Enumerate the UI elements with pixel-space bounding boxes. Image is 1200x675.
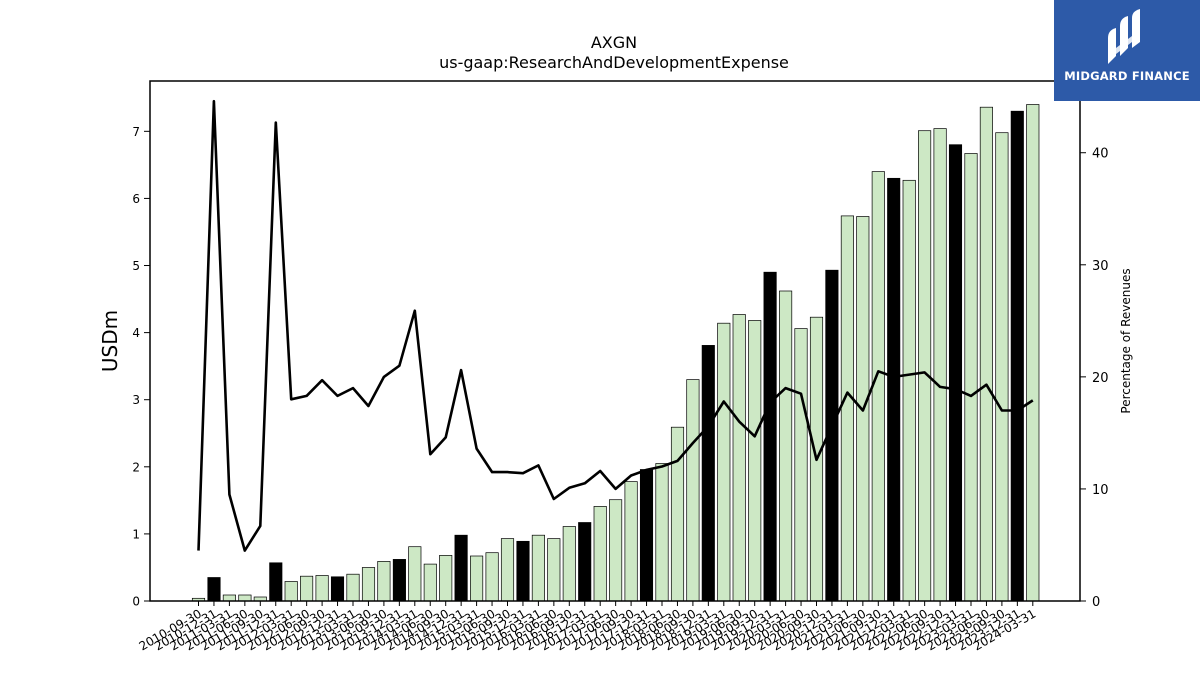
- bar-2019-09-30: [748, 320, 762, 602]
- bar-2014-12-31: [454, 534, 468, 602]
- bar-2016-12-31: [578, 522, 592, 602]
- midgard-finance-logo: MIDGARD FINANCE: [1054, 0, 1200, 101]
- bar-2021-12-31: [887, 177, 901, 602]
- bar-2017-03-31: [593, 506, 607, 602]
- bar-2016-06-30: [547, 538, 561, 602]
- chart-subtitle: us-gaap:ResearchAndDevelopmentExpense: [439, 53, 789, 72]
- y-axis-label: USDm: [98, 310, 122, 372]
- bar-2013-12-31: [392, 559, 406, 602]
- bar-2022-09-30: [933, 128, 947, 602]
- plot-frame: [149, 80, 1081, 602]
- line-group: [197, 99, 1034, 552]
- bar-2023-09-30: [995, 132, 1009, 602]
- bar-2024-03-31: [1026, 104, 1040, 602]
- bar-2013-09-30: [377, 561, 391, 602]
- bar-2023-12-31: [1010, 110, 1024, 602]
- bar-2015-09-30: [500, 538, 515, 602]
- logo-text: MIDGARD FINANCE: [1064, 69, 1190, 83]
- bar-2020-03-31: [779, 290, 793, 602]
- bar-2015-12-31: [516, 540, 530, 602]
- bar-2012-09-30: [315, 575, 329, 602]
- bar-2019-03-31: [717, 322, 731, 602]
- bar-2017-06-30: [609, 499, 623, 602]
- ratio-line: [197, 99, 1034, 552]
- left-tick-label: 3: [132, 393, 140, 407]
- left-tick-label: 1: [132, 527, 140, 541]
- bar-2019-06-30: [732, 314, 746, 602]
- midgard-logo-icon: [1108, 9, 1140, 64]
- bar-2014-06-30: [423, 563, 437, 602]
- bar-2014-09-30: [439, 555, 453, 602]
- bar-2022-03-31: [902, 179, 916, 602]
- x-axis: 2010-09-302010-12-312011-03-312011-06-30…: [137, 601, 1038, 653]
- bar-2015-06-30: [485, 552, 499, 602]
- bar-2018-03-31: [655, 463, 669, 602]
- bar-2014-03-31: [408, 546, 422, 602]
- bar-2012-12-31: [330, 576, 345, 602]
- bar-2015-03-31: [470, 555, 484, 602]
- left-tick-label: 6: [132, 192, 140, 206]
- left-tick-label: 5: [132, 259, 140, 273]
- right-tick-label: 0: [1092, 595, 1100, 610]
- left-tick-label: 2: [132, 460, 140, 474]
- left-tick-label: 0: [132, 595, 140, 609]
- bar-2018-09-30: [686, 379, 700, 602]
- left-tick-label: 4: [132, 326, 140, 340]
- bar-2013-06-30: [361, 567, 376, 602]
- bar-2012-06-30: [300, 575, 314, 602]
- y2-axis-label: Percentage of Revenues: [1119, 268, 1133, 413]
- bar-2013-03-31: [346, 573, 360, 602]
- bar-2018-12-31: [701, 345, 715, 602]
- bar-2011-03-31: [222, 594, 236, 602]
- bar-2020-06-30: [794, 328, 808, 602]
- bar-2021-03-31: [840, 215, 854, 602]
- chart-title: AXGN: [591, 33, 637, 52]
- bar-2019-12-31: [763, 271, 777, 602]
- bar-2010-12-31: [207, 577, 221, 602]
- bar-2023-06-30: [979, 106, 993, 602]
- bar-2017-09-30: [624, 481, 638, 602]
- bar-2023-03-31: [964, 153, 978, 602]
- bar-2018-06-30: [670, 426, 685, 602]
- bar-2016-03-31: [531, 534, 545, 602]
- left-axis: 0 1 2 3 4 5 6 7: [132, 125, 150, 609]
- bars-group: [191, 104, 1040, 602]
- right-tick-label: 10: [1092, 483, 1109, 498]
- bar-2011-12-31: [269, 562, 283, 602]
- bar-2012-03-31: [284, 581, 298, 602]
- right-axis: 0 10 20 30 40: [1080, 147, 1109, 610]
- bar-2022-06-30: [918, 130, 932, 602]
- bar-2017-12-31: [639, 469, 654, 602]
- bar-2011-06-30: [238, 594, 252, 602]
- bar-2016-09-30: [562, 526, 576, 602]
- left-tick-label: 7: [132, 125, 140, 139]
- bar-2021-09-30: [871, 171, 885, 602]
- bar-2022-12-31: [948, 144, 963, 602]
- right-tick-label: 40: [1092, 147, 1109, 162]
- right-tick-label: 20: [1092, 371, 1109, 386]
- right-tick-label: 30: [1092, 259, 1109, 274]
